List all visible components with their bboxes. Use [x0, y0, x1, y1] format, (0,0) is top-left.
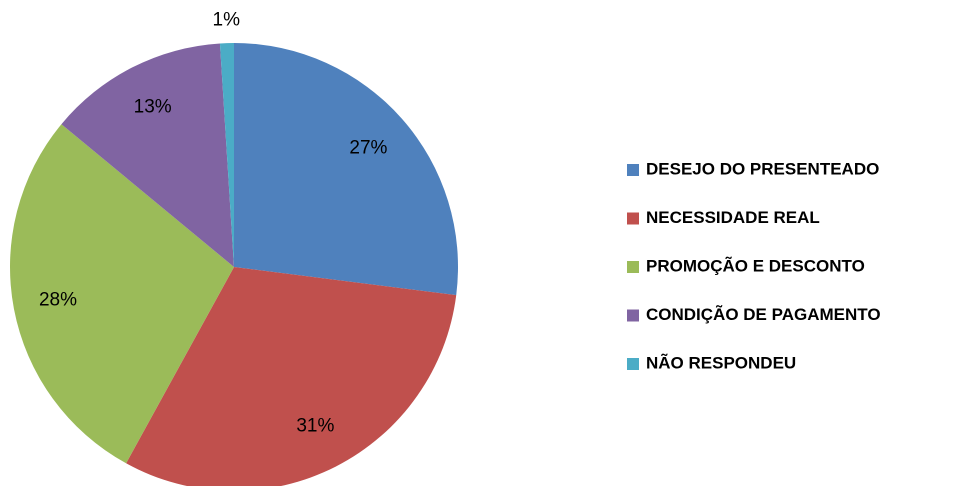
legend-label: NÃO RESPONDEU: [646, 352, 796, 372]
pie-slice: [219, 43, 234, 267]
slice-label: 31%: [296, 416, 334, 437]
slice-label: 27%: [349, 138, 387, 159]
pie-slice: [9, 124, 234, 464]
legend-label: NECESSIDADE REAL: [646, 208, 820, 227]
slice-label: 1%: [213, 10, 241, 31]
legend-swatch: [627, 261, 639, 273]
legend-swatch: [627, 212, 639, 225]
legend-swatch: [627, 164, 639, 176]
slice-label: 28%: [39, 290, 77, 311]
pie-slice: [126, 267, 457, 486]
legend-label: PROMOÇÃO E DESCONTO: [646, 255, 865, 275]
legend-label: CONDIÇÃO DE PAGAMENTO: [646, 304, 881, 324]
legend-swatch: [627, 358, 639, 370]
pie-slice: [234, 43, 459, 296]
legend-swatch: [627, 309, 639, 322]
legend-label: DESEJO DO PRESENTEADO: [646, 159, 879, 178]
slice-label: 13%: [134, 96, 172, 117]
pie-slice: [61, 43, 235, 267]
